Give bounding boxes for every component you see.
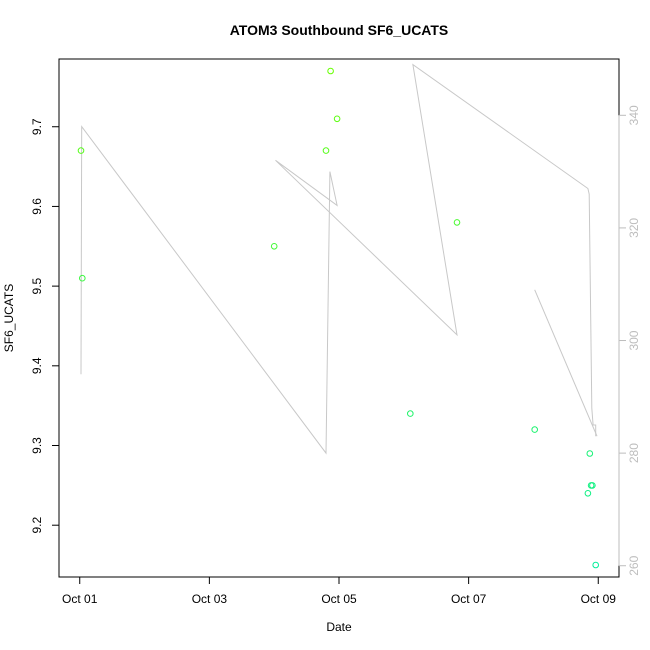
x-axis: Oct 01 Oct 03 Oct 05 Oct 07 Oct 09 [62, 576, 617, 606]
data-point [327, 67, 334, 75]
data-point [592, 561, 600, 569]
x-axis-label: Date [326, 620, 352, 634]
y-axis: 9.2 9.3 9.4 9.5 9.6 9.7 [30, 118, 60, 534]
x-tick-label: Oct 01 [62, 592, 98, 606]
data-point [79, 274, 86, 282]
y2-tick-label: 300 [627, 330, 641, 350]
y2-axis: 260 280 300 320 340 [618, 105, 641, 576]
y2-tick-label: 320 [627, 218, 641, 238]
y-tick-label: 9.6 [30, 198, 44, 215]
y-tick-label: 9.7 [30, 118, 44, 135]
data-point [322, 147, 330, 154]
y-tick-label: 9.2 [30, 517, 44, 534]
data-point [586, 450, 594, 457]
chart-title: ATOM3 Southbound SF6_UCATS [230, 22, 449, 38]
series-line-1 [534, 289, 598, 437]
y-axis-label: SF6_UCATS [2, 284, 16, 352]
plot-frame [58, 58, 620, 578]
y-tick-label: 9.3 [30, 437, 44, 454]
x-tick-label: Oct 09 [581, 592, 617, 606]
x-tick-label: Oct 05 [321, 592, 357, 606]
data-point [589, 482, 596, 489]
y2-tick-label: 260 [627, 555, 641, 575]
series-line-0 [80, 63, 597, 455]
data-point [584, 490, 592, 497]
y-tick-label: 9.4 [30, 357, 44, 374]
data-point [407, 410, 414, 417]
y2-tick-label: 280 [627, 443, 641, 463]
x-tick-label: Oct 03 [192, 592, 228, 606]
point-layer [77, 67, 600, 569]
data-point [453, 219, 461, 226]
data-point [77, 147, 85, 154]
data-point [531, 426, 539, 433]
line-layer [80, 63, 598, 455]
data-point [333, 115, 341, 123]
y-tick-label: 9.5 [30, 277, 44, 294]
y2-tick-label: 340 [627, 105, 641, 125]
data-point [270, 243, 278, 250]
x-tick-label: Oct 07 [451, 592, 487, 606]
